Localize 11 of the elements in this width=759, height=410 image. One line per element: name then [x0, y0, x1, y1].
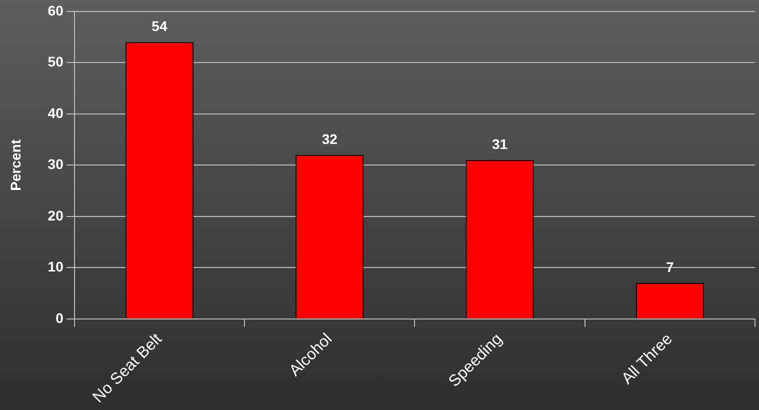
y-axis-title: Percent [7, 139, 24, 191]
data-label: 31 [492, 136, 508, 152]
y-tick-label: 10 [48, 258, 64, 275]
y-tick-label: 60 [48, 2, 64, 18]
data-label: 32 [322, 130, 338, 147]
y-tick-label: 50 [48, 54, 64, 70]
y-tick-label: 40 [48, 104, 64, 121]
y-tick-label: 0 [56, 310, 64, 326]
data-label: 54 [152, 18, 168, 34]
y-tick-label: 30 [48, 156, 64, 172]
y-tick-label: 20 [48, 207, 64, 224]
